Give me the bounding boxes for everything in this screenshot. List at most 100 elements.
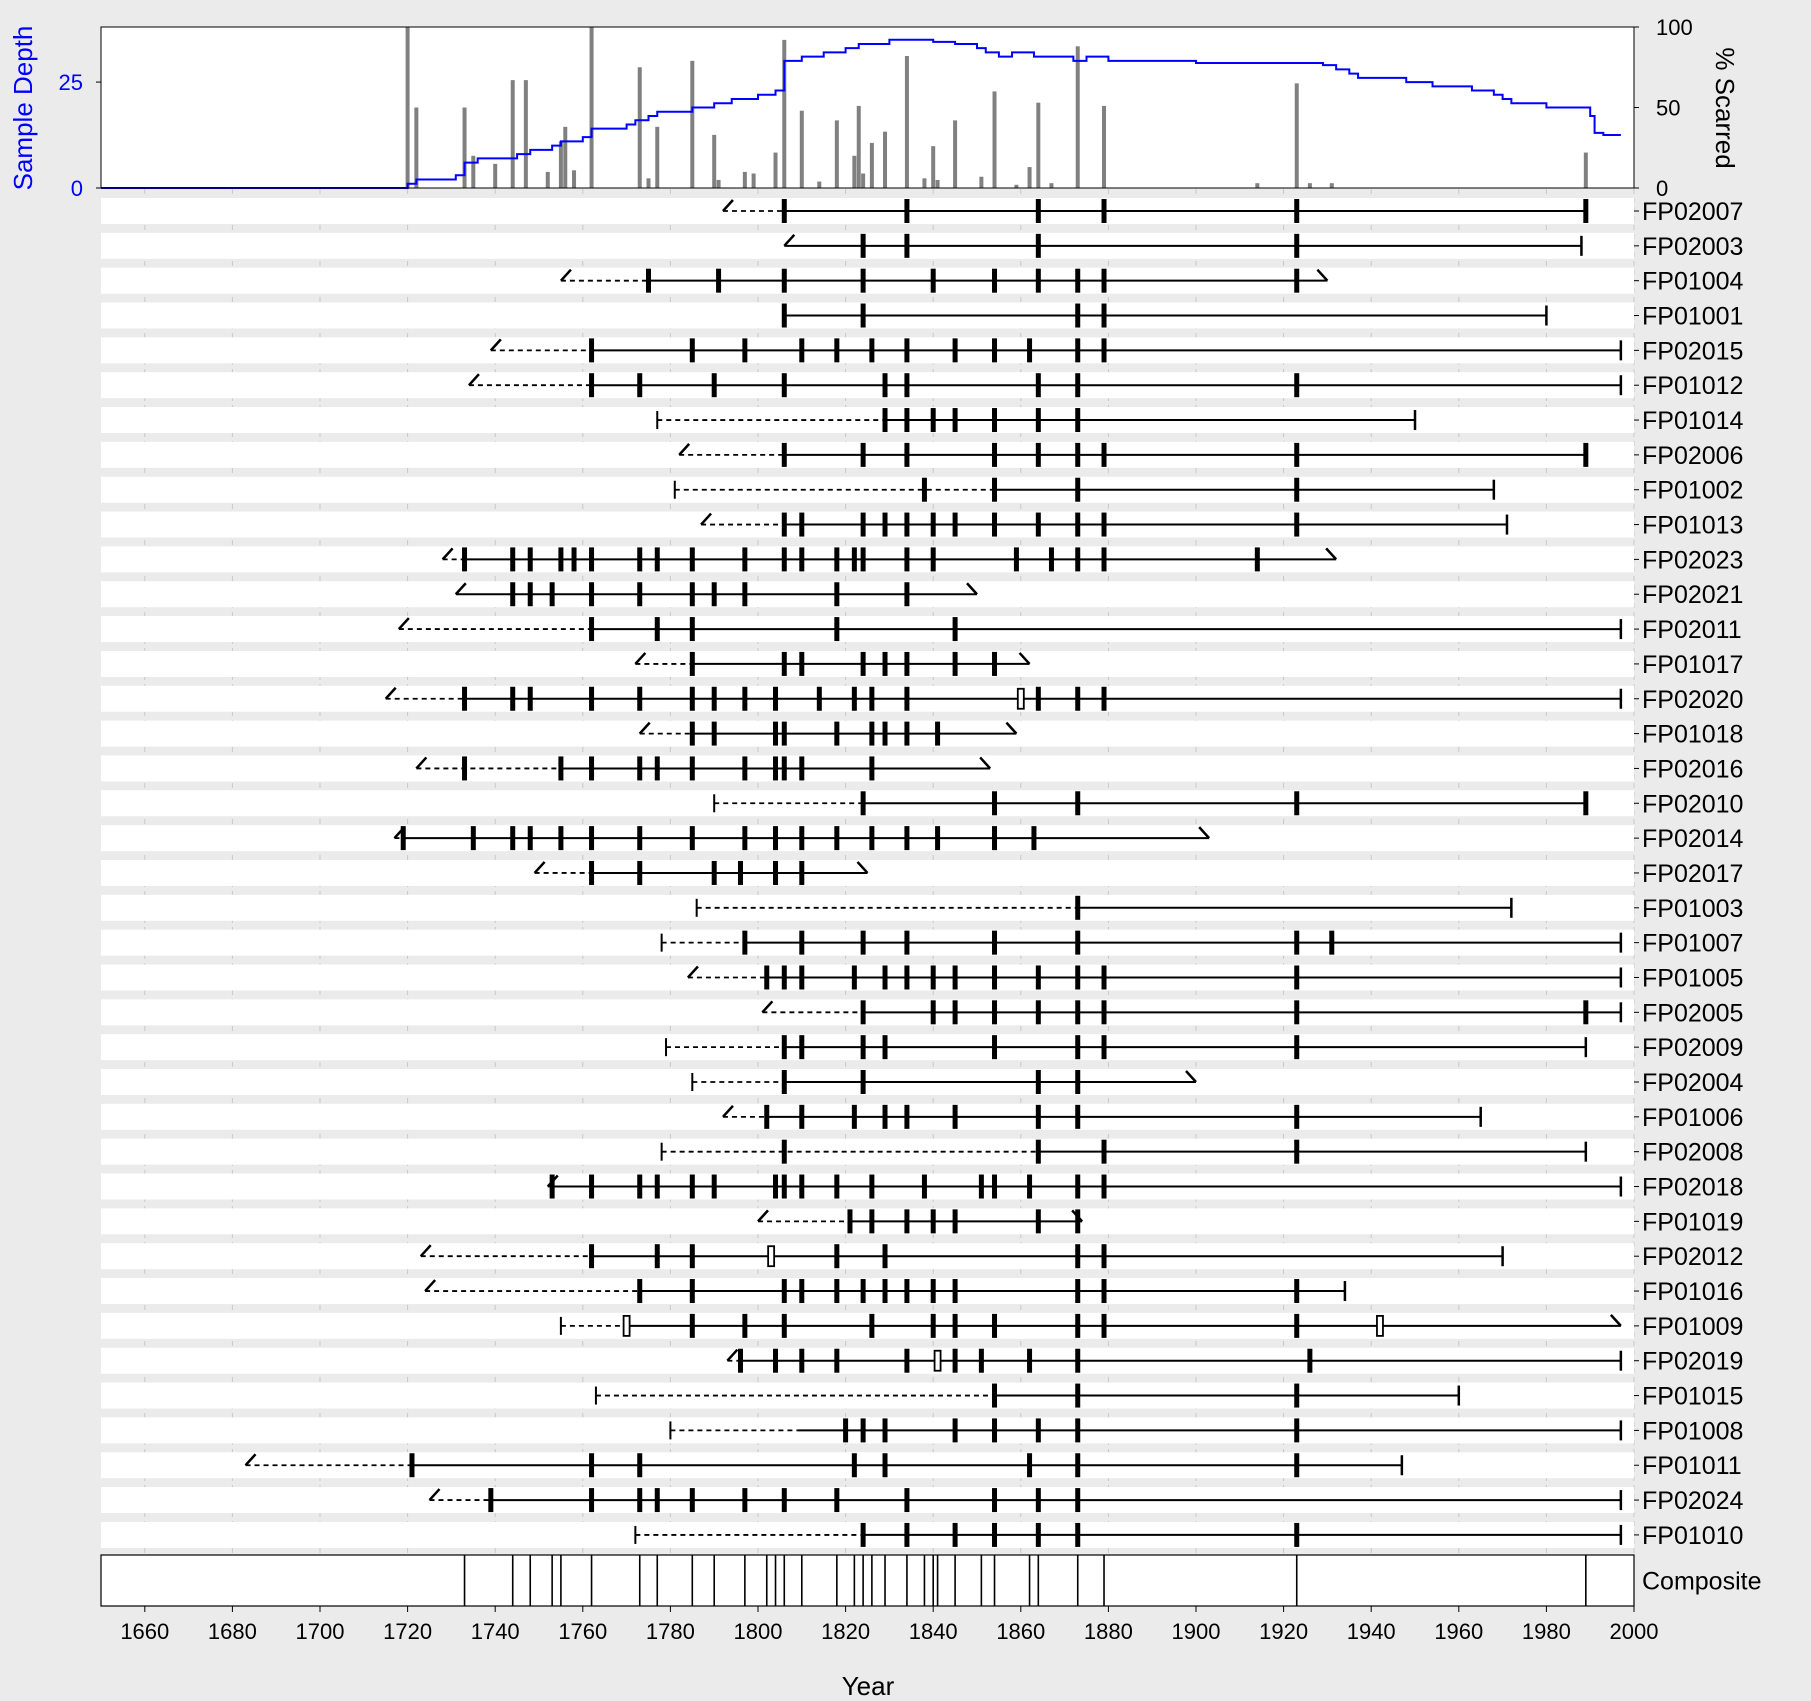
fire-scar: [882, 512, 888, 537]
percent-scarred-bar: [462, 107, 467, 188]
fire-scar: [1075, 1522, 1081, 1547]
fire-scar: [992, 826, 998, 851]
tree-series: FP01010: [634, 1522, 1743, 1550]
fire-scar: [1035, 1104, 1041, 1129]
fire-scar: [1075, 547, 1081, 572]
fire-scar: [773, 756, 779, 781]
fire-scar: [882, 1279, 888, 1304]
fire-scar: [1075, 303, 1081, 328]
pith-marker: [757, 1209, 769, 1223]
fire-scar: [781, 303, 787, 328]
x-tick-label: 1920: [1259, 1619, 1308, 1644]
fire-scar: [689, 756, 695, 781]
pith-marker: [726, 1348, 739, 1362]
percent-scarred-bar: [716, 179, 721, 188]
fire-scar: [558, 756, 564, 781]
fire-scar: [952, 651, 958, 676]
right-tick-label: 100: [1656, 15, 1693, 40]
series-label: FP02021: [1642, 581, 1743, 609]
fire-scar: [1075, 373, 1081, 398]
fire-scar: [764, 965, 770, 990]
fire-scar: [992, 1313, 998, 1338]
pith-marker: [686, 965, 699, 979]
tree-series: FP01005: [686, 964, 1743, 992]
series-label: FP01009: [1642, 1313, 1743, 1341]
fire-scar: [860, 233, 866, 258]
fire-scar: [1101, 1035, 1107, 1060]
tree-series: FP02007: [722, 198, 1743, 226]
fire-scar: [689, 1488, 695, 1513]
fire-scar: [637, 1488, 643, 1513]
fire-scar: [904, 1209, 910, 1234]
fire-scar: [781, 199, 787, 223]
fire-scar: [1101, 512, 1107, 537]
fire-scar: [1294, 1313, 1300, 1338]
outer-year-marker: [1325, 547, 1338, 561]
fire-scar: [1035, 686, 1041, 711]
year-axis: 1660 1680 1700 1720 1740 1760 1780 1800 1820 1840…: [101, 1605, 1658, 1644]
tree-series: FP01011: [244, 1452, 1742, 1480]
fire-scar: [742, 826, 748, 851]
fire-scar: [589, 582, 595, 607]
x-tick-label: 1720: [383, 1619, 432, 1644]
fire-scar: [773, 860, 779, 885]
series-label: FP01003: [1642, 895, 1743, 923]
tree-series: FP01003: [695, 895, 1743, 923]
fire-scar: [558, 547, 564, 572]
fire-scar: [904, 721, 910, 746]
fire-scar: [992, 512, 998, 537]
fire-scar: [781, 965, 787, 990]
outer-year-marker: [966, 582, 978, 596]
fire-scar: [869, 1313, 875, 1338]
fire-scar: [904, 1348, 910, 1373]
fire-scar: [1075, 512, 1081, 537]
percent-scarred-bar: [904, 55, 909, 189]
fire-scar: [1329, 930, 1335, 955]
fire-scar: [1294, 233, 1300, 258]
injury-marker: [1016, 687, 1025, 710]
fire-scar: [851, 547, 857, 572]
fire-scar: [689, 338, 695, 363]
fire-scar: [1101, 338, 1107, 363]
fire-scar: [589, 617, 595, 642]
fire-scar: [1101, 1139, 1107, 1164]
series-label: FP02006: [1642, 442, 1743, 470]
percent-scarred-bar: [558, 141, 563, 188]
percent-scarred-bar: [742, 171, 747, 188]
fire-scar: [1101, 1313, 1107, 1338]
tree-series: FP02018: [546, 1174, 1743, 1202]
depth-panel-frame: [100, 26, 1635, 189]
fire-scar: [860, 512, 866, 537]
fire-scar: [992, 408, 998, 433]
fire-scar: [558, 826, 564, 851]
fire-scar: [1035, 512, 1041, 537]
fire-scar: [904, 826, 910, 851]
tree-series: FP01004: [559, 268, 1744, 296]
series-label: FP02019: [1642, 1348, 1743, 1376]
x-tick-label: 1800: [734, 1619, 783, 1644]
fire-scar: [904, 686, 910, 711]
fire-scar: [689, 1244, 695, 1269]
fire-scar: [904, 582, 910, 607]
fire-scar: [637, 547, 643, 572]
fire-scar: [689, 1174, 695, 1199]
series-label: FP01008: [1642, 1417, 1743, 1445]
fire-scar: [689, 1313, 695, 1338]
percent-scarred-bar: [856, 105, 861, 188]
fire-scar: [799, 1174, 805, 1199]
x-tick-label: 1980: [1522, 1619, 1571, 1644]
fire-scar: [904, 512, 910, 537]
fire-scar: [992, 1383, 998, 1408]
fire-scar: [847, 1209, 853, 1234]
fire-scar: [1294, 1139, 1300, 1164]
tree-series: FP01015: [594, 1383, 1743, 1411]
fire-scar: [1294, 199, 1300, 223]
fire-scar: [654, 756, 660, 781]
fire-scar: [952, 512, 958, 537]
pith-marker: [533, 861, 546, 874]
sample-depth-line: [101, 38, 1621, 189]
percent-scarred-bar: [493, 163, 498, 188]
fire-scar: [1101, 1279, 1107, 1304]
fire-scar: [689, 617, 695, 642]
fire-scar: [1035, 408, 1041, 433]
